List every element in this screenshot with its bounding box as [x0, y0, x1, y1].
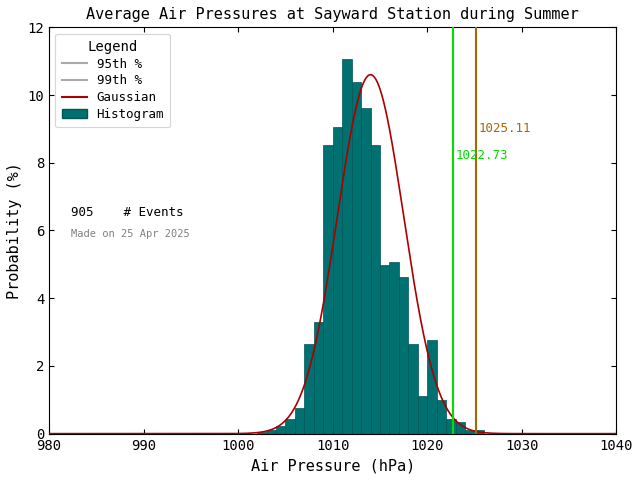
Text: 905    # Events: 905 # Events [70, 206, 183, 219]
Bar [418, 396, 428, 433]
Bar [266, 430, 276, 433]
Bar [351, 82, 361, 433]
Text: 1025.11: 1025.11 [478, 122, 531, 135]
Bar [305, 344, 314, 433]
Bar [371, 145, 380, 433]
Bar [285, 419, 295, 433]
Text: Made on 25 Apr 2025: Made on 25 Apr 2025 [70, 228, 189, 239]
Bar [333, 127, 342, 433]
Bar [295, 408, 305, 433]
Bar [399, 276, 408, 433]
Legend: 95th %, 99th %, Gaussian, Histogram: 95th %, 99th %, Gaussian, Histogram [56, 34, 170, 127]
Bar [314, 322, 323, 433]
Bar [389, 262, 399, 433]
Bar [436, 400, 446, 433]
Bar [456, 422, 465, 433]
Bar [323, 145, 333, 433]
Bar [428, 340, 436, 433]
Bar [257, 432, 266, 433]
Bar [465, 430, 474, 433]
Bar [361, 108, 371, 433]
Bar [474, 430, 484, 433]
Bar [408, 344, 418, 433]
Text: 1022.73: 1022.73 [456, 149, 508, 162]
Y-axis label: Probability (%): Probability (%) [7, 162, 22, 299]
Bar [446, 419, 456, 433]
Bar [276, 426, 285, 433]
X-axis label: Air Pressure (hPa): Air Pressure (hPa) [251, 458, 415, 473]
Title: Average Air Pressures at Sayward Station during Summer: Average Air Pressures at Sayward Station… [86, 7, 579, 22]
Bar [342, 60, 351, 433]
Bar [380, 265, 389, 433]
